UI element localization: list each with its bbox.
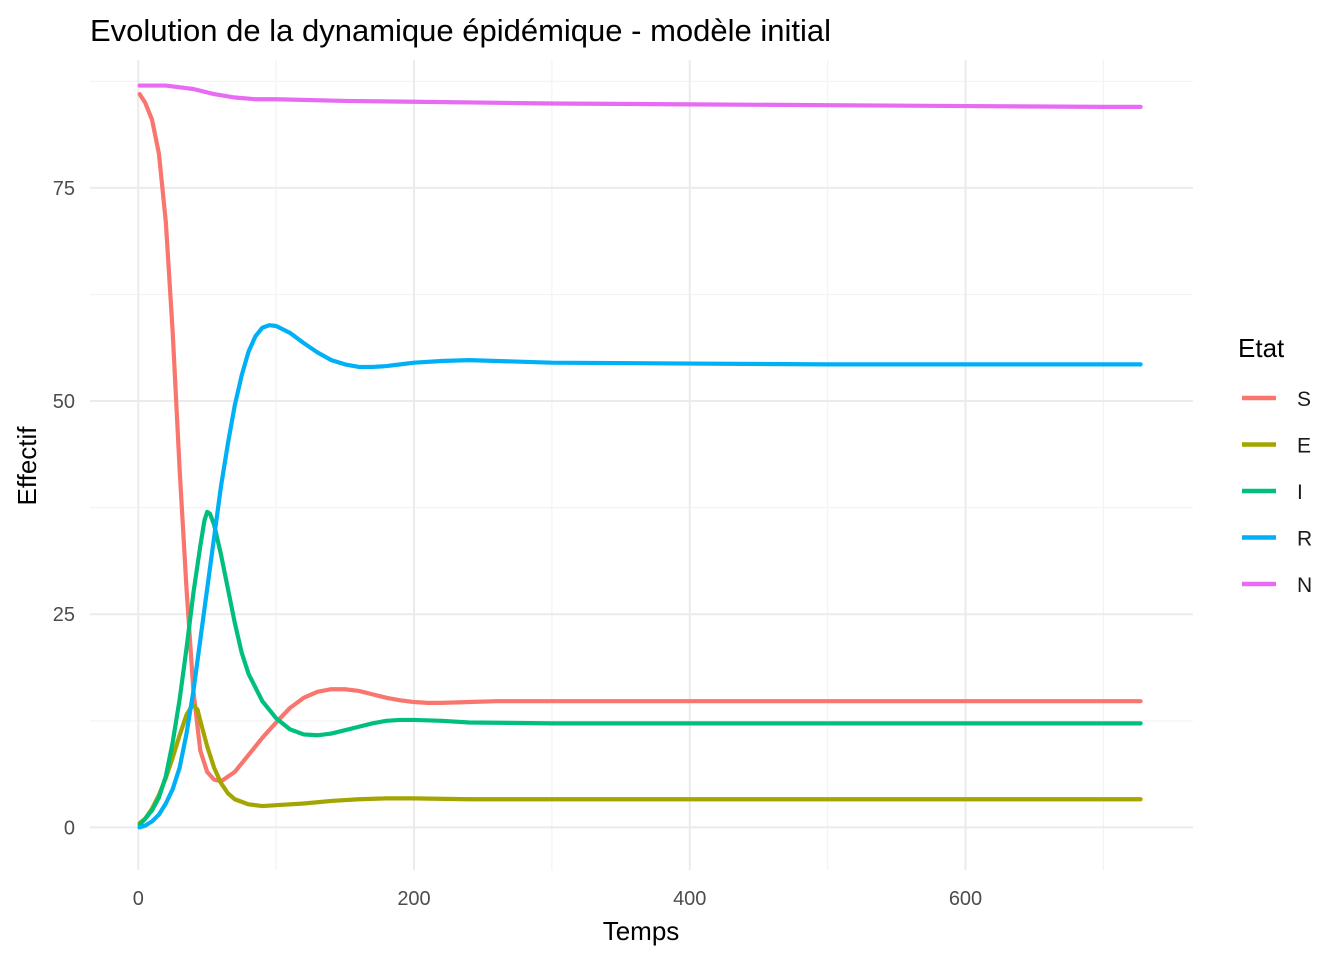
minor-gridlines	[90, 60, 1193, 870]
x-axis-tick-labels: 0 200 400 600	[133, 888, 982, 910]
y-tick-label: 50	[53, 391, 75, 413]
x-tick-label: 200	[397, 888, 430, 910]
series-line-E	[137, 703, 1143, 826]
y-axis-title: Effectif	[12, 426, 42, 506]
x-tick-label: 600	[949, 888, 982, 910]
series-line-S	[137, 92, 1143, 784]
series-lines	[137, 83, 1143, 830]
series-line-N	[137, 83, 1143, 109]
series-line-R	[137, 323, 1143, 830]
legend-label-E: E	[1297, 435, 1311, 458]
legend-label-N: N	[1297, 574, 1312, 597]
y-tick-label: 0	[64, 817, 75, 839]
legend-title: Etat	[1238, 333, 1285, 363]
chart-title: Evolution de la dynamique épidémique - m…	[90, 13, 831, 48]
legend-label-I: I	[1297, 481, 1303, 504]
legend-label-S: S	[1297, 388, 1311, 411]
y-axis-tick-labels: 0 25 50 75	[53, 178, 75, 839]
legend: Etat S EI RN	[1238, 333, 1312, 597]
x-tick-label: 400	[673, 888, 706, 910]
y-tick-label: 25	[53, 604, 75, 626]
series-line-I	[137, 509, 1143, 827]
x-axis-title: Temps	[603, 916, 680, 946]
y-tick-label: 75	[53, 178, 75, 200]
x-tick-label: 0	[133, 888, 144, 910]
major-gridlines	[90, 60, 1193, 870]
legend-label-R: R	[1297, 528, 1312, 551]
